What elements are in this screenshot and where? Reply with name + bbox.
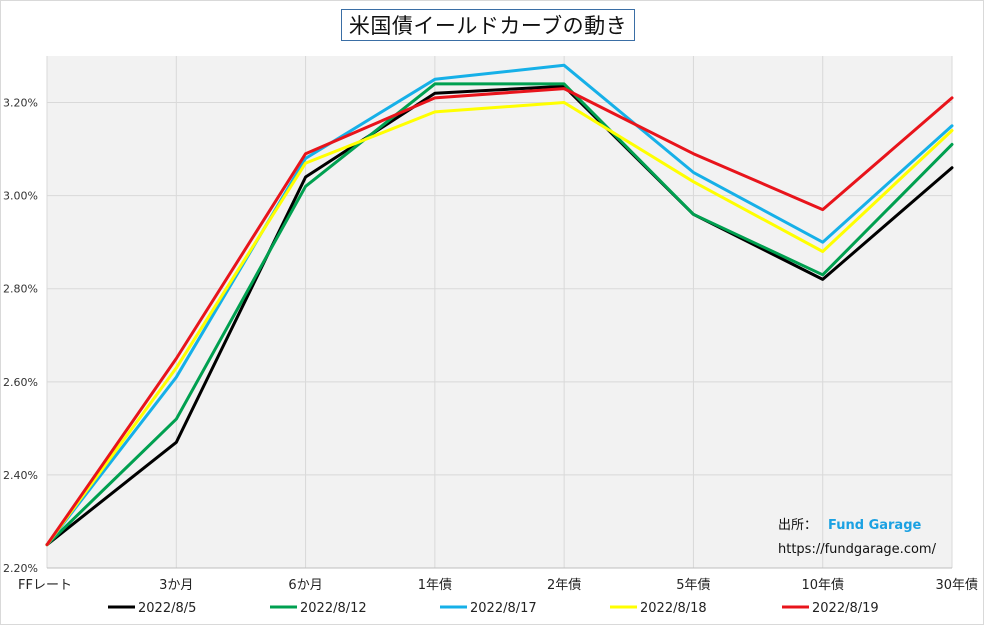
plot-area xyxy=(47,56,952,568)
x-tick-label: 30年債 xyxy=(935,578,978,593)
legend-label: 2022/8/19 xyxy=(812,601,879,616)
source-note: 出所： Fund Garage https://fundgarage.com/ xyxy=(778,518,937,557)
x-tick-label: 1年債 xyxy=(418,578,452,593)
series-line-2022/8/19 xyxy=(45,87,954,547)
legend-label: 2022/8/12 xyxy=(300,601,367,616)
source-url: https://fundgarage.com/ xyxy=(778,542,937,557)
x-tick-label: 2年債 xyxy=(547,578,581,593)
series-line-2022/8/12 xyxy=(45,82,954,547)
y-tick-label: 2.40% xyxy=(3,469,38,482)
legend-label: 2022/8/18 xyxy=(640,601,707,616)
legend-label: 2022/8/5 xyxy=(138,601,196,616)
legend: 2022/8/5 2022/8/12 2022/8/17 2022/8/18 2022/… xyxy=(108,601,879,616)
series-line-2022/8/17 xyxy=(45,63,954,547)
series-line-2022/8/5 xyxy=(45,84,954,547)
x-tick-label: 10年債 xyxy=(801,578,844,593)
series-line-2022/8/18 xyxy=(45,101,954,547)
x-tick-label: 5年債 xyxy=(676,578,710,593)
source-name: Fund Garage xyxy=(828,518,922,533)
source-label: 出所： xyxy=(778,518,817,533)
y-tick-label: 2.80% xyxy=(3,283,38,296)
x-tick-label: FFレート xyxy=(18,578,72,593)
series-lines xyxy=(45,63,954,547)
axes: 2.20% 2.40% 2.60% 2.80% 3.00% 3.20% FFレート 3か月 6か… xyxy=(3,97,978,593)
chart-title: 米国債イールドカーブの動き xyxy=(341,9,635,41)
x-tick-label: 6か月 xyxy=(288,578,322,593)
x-tick-label: 3か月 xyxy=(159,578,193,593)
legend-label: 2022/8/17 xyxy=(470,601,537,616)
y-tick-label: 3.00% xyxy=(3,190,38,203)
y-tick-label: 3.20% xyxy=(3,97,38,110)
y-tick-label: 2.20% xyxy=(3,562,38,575)
y-tick-label: 2.60% xyxy=(3,376,38,389)
